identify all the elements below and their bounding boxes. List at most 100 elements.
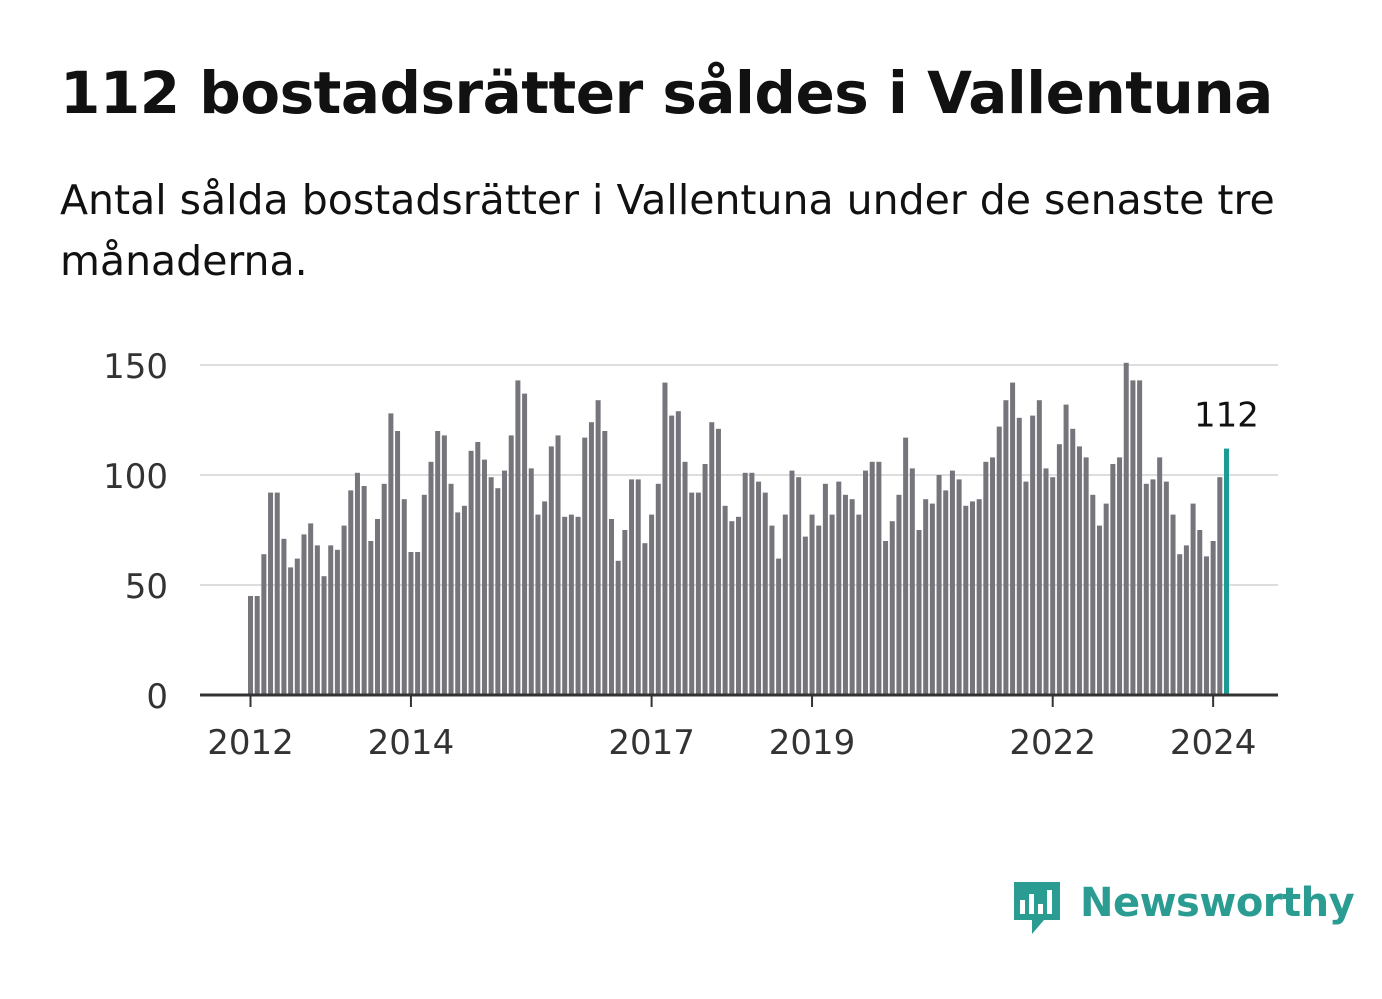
bar — [1003, 400, 1009, 695]
bar — [268, 492, 274, 695]
bar — [508, 435, 514, 695]
y-tick-label: 50 — [125, 567, 168, 607]
bar — [428, 461, 434, 695]
bar — [856, 514, 862, 695]
bar — [1177, 554, 1183, 695]
bar — [762, 492, 768, 695]
bar — [629, 479, 635, 695]
bar — [608, 519, 614, 695]
bar — [328, 545, 334, 695]
bar — [956, 479, 962, 695]
bar — [388, 413, 394, 695]
bar — [1130, 380, 1136, 695]
bar — [1210, 541, 1216, 695]
y-tick-label: 100 — [103, 457, 168, 497]
bar — [1150, 479, 1156, 695]
bar — [1143, 483, 1149, 695]
bar — [415, 552, 421, 695]
bar — [575, 516, 581, 695]
bar — [515, 380, 521, 695]
bar — [481, 459, 487, 695]
bar — [562, 516, 568, 695]
bar — [749, 472, 755, 695]
bar — [990, 457, 996, 695]
bar — [669, 415, 675, 695]
x-tick-label: 2024 — [1170, 723, 1257, 763]
bar — [1043, 468, 1049, 695]
bar — [602, 431, 608, 695]
bar — [963, 505, 969, 695]
bar — [1056, 444, 1062, 695]
bar — [729, 521, 735, 695]
bar — [1157, 457, 1163, 695]
bar — [381, 483, 387, 695]
newsworthy-logo-icon — [1014, 882, 1060, 934]
bar — [1103, 503, 1109, 695]
y-tick-label: 0 — [146, 677, 168, 717]
bar — [348, 490, 354, 695]
y-tick-label: 150 — [103, 347, 168, 387]
bar — [722, 505, 728, 695]
bar — [622, 530, 628, 695]
bar — [461, 505, 467, 695]
bar — [528, 468, 534, 695]
y-axis: 0 50 100 150 — [103, 347, 168, 717]
bar — [468, 450, 474, 695]
bar — [1137, 380, 1143, 695]
bar — [709, 422, 715, 695]
bar — [909, 468, 915, 695]
bar — [522, 393, 528, 695]
bar — [334, 549, 340, 695]
annotations: 112 — [1194, 396, 1259, 436]
bar-highlight — [1224, 448, 1230, 695]
bar — [1016, 417, 1022, 695]
bar — [1163, 481, 1169, 695]
bar — [829, 514, 835, 695]
bar — [876, 461, 882, 695]
bar — [816, 525, 822, 695]
x-tick-label: 2014 — [368, 723, 455, 763]
bar — [896, 494, 902, 695]
bar — [254, 596, 260, 695]
bar — [588, 422, 594, 695]
bar — [368, 541, 374, 695]
bar — [568, 514, 574, 695]
bar — [642, 543, 648, 695]
x-axis: 2012 2014 2017 2019 2022 2024 — [200, 693, 1278, 763]
bar — [796, 477, 802, 695]
bar — [715, 428, 721, 695]
bar — [1197, 530, 1203, 695]
bar — [1030, 415, 1036, 695]
bar — [1036, 400, 1042, 695]
bar — [1190, 503, 1196, 695]
bar — [1096, 525, 1102, 695]
bar — [1070, 428, 1076, 695]
brand-name: Newsworthy — [1080, 880, 1355, 926]
bar — [502, 470, 508, 695]
bar — [776, 558, 782, 695]
bar — [849, 499, 855, 695]
x-tick-label: 2019 — [769, 723, 856, 763]
bar — [555, 435, 561, 695]
bar — [929, 503, 935, 695]
bar — [695, 492, 701, 695]
bar — [1076, 446, 1082, 695]
bar — [582, 437, 588, 695]
bar — [1063, 404, 1069, 695]
bar — [936, 475, 942, 695]
bar — [1090, 494, 1096, 695]
bar — [475, 442, 481, 695]
bar — [441, 435, 447, 695]
bar — [1123, 362, 1129, 695]
bar — [996, 426, 1002, 695]
bar — [675, 411, 681, 695]
x-tick-label: 2022 — [1009, 723, 1096, 763]
bar — [655, 483, 661, 695]
highlight-value-label: 112 — [1194, 396, 1259, 436]
bar — [495, 488, 501, 695]
bar — [1010, 382, 1016, 695]
bar — [782, 514, 788, 695]
bar — [702, 464, 708, 695]
bar — [836, 481, 842, 695]
